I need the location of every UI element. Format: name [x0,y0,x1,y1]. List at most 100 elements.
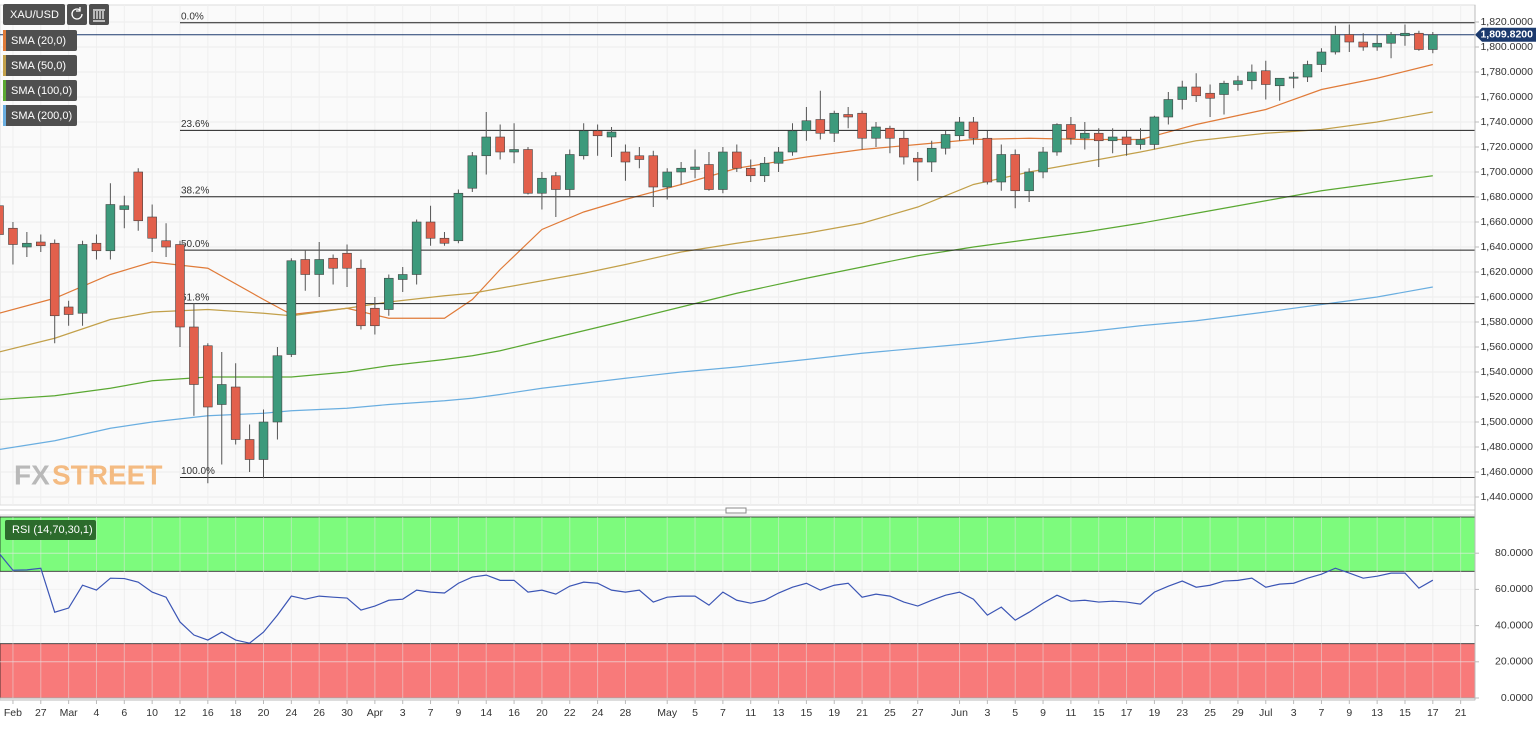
x-tick-label: Jul [1259,707,1272,719]
x-tick-label: 11 [1065,707,1076,719]
x-tick-label: 24 [592,707,604,719]
x-tick-label: 10 [146,707,158,719]
x-tick-label: 19 [1149,707,1161,719]
candle-body [397,274,408,280]
y-tick-label: 0.0000 [1501,692,1533,704]
symbol-box[interactable] [3,4,65,25]
candle-body [565,154,575,190]
x-tick-label: 18 [230,707,242,719]
candle-body [105,204,116,252]
y-tick-label: 40.0000 [1495,619,1533,631]
candle-body [815,119,826,134]
candle-body [857,112,867,139]
fib-label: 61.8% [181,292,209,303]
candle-body [996,154,1007,183]
candle-body [495,136,505,153]
x-tick-label: 11 [745,707,756,719]
candle-body [801,120,812,132]
y-tick-label: 1,640.0000 [1480,241,1533,253]
rsi-band [0,643,1475,699]
candle-body [662,171,672,188]
x-tick-label: 15 [801,707,813,719]
last-price-tag [1475,27,1536,42]
candle-body [1093,132,1104,142]
y-tick-label: 1,660.0000 [1480,216,1533,228]
candle-body [119,205,130,210]
settings-icon [93,9,105,22]
candle-body [342,252,352,269]
candle-body [8,227,18,245]
legend-box [3,80,77,101]
candle-body [648,155,659,188]
x-tick-label: 15 [1399,707,1411,719]
candle-body [384,277,394,310]
candle-body [63,306,74,315]
candle-body [1386,34,1396,44]
candle-body [1372,42,1382,48]
candle-body [1330,34,1341,53]
legend-box [3,105,77,126]
x-tick-label: 27 [35,707,47,719]
candle-body [1219,82,1229,95]
candle-body [411,221,422,275]
y-tick-label: 1,520.0000 [1480,391,1533,403]
refresh-button[interactable] [67,4,87,25]
x-tick-label: 3 [1291,707,1297,719]
x-tick-label: 22 [564,707,576,719]
candle-body [1121,136,1132,145]
sma-line [0,111,1433,353]
candle-body [899,137,909,158]
legend-box [5,520,96,540]
candle-body [509,149,519,153]
candle-body [133,171,143,222]
candle-body [523,149,533,194]
candle-body [1205,92,1215,99]
x-tick-label: 13 [773,707,785,719]
x-tick-label: 21 [856,707,868,719]
legend-swatch [3,30,6,51]
candle-body [676,167,686,173]
x-tick-label: 20 [258,707,270,719]
sma-line [0,175,1433,401]
candle-body [425,221,436,239]
legend-swatch [3,80,6,101]
x-tick-label: Mar [60,707,79,719]
candle-body [745,167,756,177]
legend-entry: SMA (100,0) [3,80,77,101]
price-plot: 0.0% 23.6% 38.2% 50.0% 61.8% 100.0% [0,5,1475,505]
candle-body [913,157,923,163]
candle-body [203,345,213,408]
legend-entry: SMA (50,0) [3,55,77,76]
x-tick-label: 12 [174,707,186,719]
candle-body [147,216,157,239]
candle-body [1288,76,1299,79]
candle-body [91,242,102,252]
candle-body [968,121,979,139]
x-tick-label: 29 [1232,707,1244,719]
candle-body [481,136,491,157]
resize-handle[interactable] [725,507,747,514]
candle-body [328,257,338,269]
candle-body [286,260,297,355]
y-tick-label: 20.0000 [1495,656,1533,668]
x-tick-label: 5 [692,707,698,719]
settings-button[interactable] [89,4,109,25]
legend-entry: SMA (200,0) [3,105,77,126]
refresh-icon [71,7,83,20]
candle-body [258,421,269,460]
y-tick-label: 1,720.0000 [1480,141,1533,153]
candle-body [1428,34,1438,50]
watermark-street: STREET [52,459,162,490]
fib-label: 0.0% [181,11,204,22]
candle-body [453,192,464,242]
fib-label: 23.6% [181,119,209,130]
candle-body [1302,64,1313,78]
candle-body [49,242,60,317]
candle-body [22,242,32,248]
x-tick-label: 13 [1371,707,1383,719]
y-tick-label: 1,760.0000 [1480,91,1533,103]
candle-body [356,267,366,327]
y-tick-label: 60.0000 [1495,583,1533,595]
x-tick-label: 21 [1455,707,1467,719]
